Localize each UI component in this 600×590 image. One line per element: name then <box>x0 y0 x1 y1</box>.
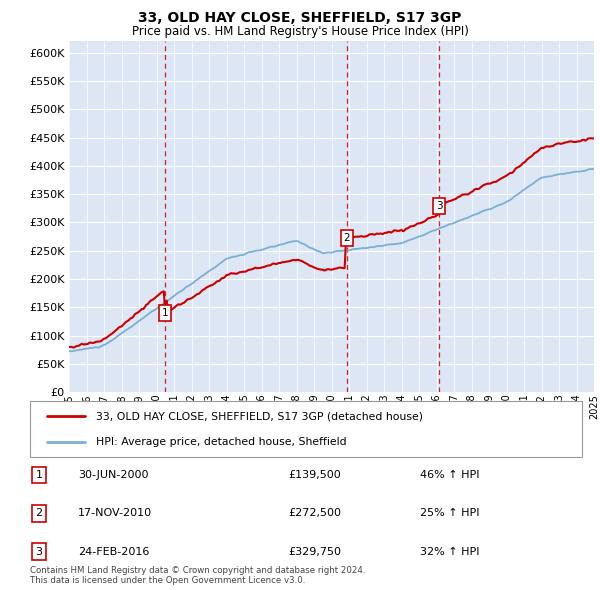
FancyBboxPatch shape <box>30 401 582 457</box>
Text: HPI: Average price, detached house, Sheffield: HPI: Average price, detached house, Shef… <box>96 437 347 447</box>
Text: 2: 2 <box>35 509 43 518</box>
Text: 33, OLD HAY CLOSE, SHEFFIELD, S17 3GP: 33, OLD HAY CLOSE, SHEFFIELD, S17 3GP <box>139 11 461 25</box>
Text: 30-JUN-2000: 30-JUN-2000 <box>78 470 149 480</box>
Text: 32% ↑ HPI: 32% ↑ HPI <box>420 547 479 556</box>
Text: Contains HM Land Registry data © Crown copyright and database right 2024.
This d: Contains HM Land Registry data © Crown c… <box>30 566 365 585</box>
Text: 24-FEB-2016: 24-FEB-2016 <box>78 547 149 556</box>
Text: 25% ↑ HPI: 25% ↑ HPI <box>420 509 479 518</box>
Text: 1: 1 <box>162 309 169 319</box>
Text: 2: 2 <box>344 233 350 243</box>
Text: 3: 3 <box>436 201 442 211</box>
Text: £272,500: £272,500 <box>288 509 341 518</box>
Text: £139,500: £139,500 <box>288 470 341 480</box>
Text: £329,750: £329,750 <box>288 547 341 556</box>
Text: 33, OLD HAY CLOSE, SHEFFIELD, S17 3GP (detached house): 33, OLD HAY CLOSE, SHEFFIELD, S17 3GP (d… <box>96 411 423 421</box>
Text: 3: 3 <box>35 547 43 556</box>
Text: 46% ↑ HPI: 46% ↑ HPI <box>420 470 479 480</box>
Text: 17-NOV-2010: 17-NOV-2010 <box>78 509 152 518</box>
Text: Price paid vs. HM Land Registry's House Price Index (HPI): Price paid vs. HM Land Registry's House … <box>131 25 469 38</box>
Text: 1: 1 <box>35 470 43 480</box>
